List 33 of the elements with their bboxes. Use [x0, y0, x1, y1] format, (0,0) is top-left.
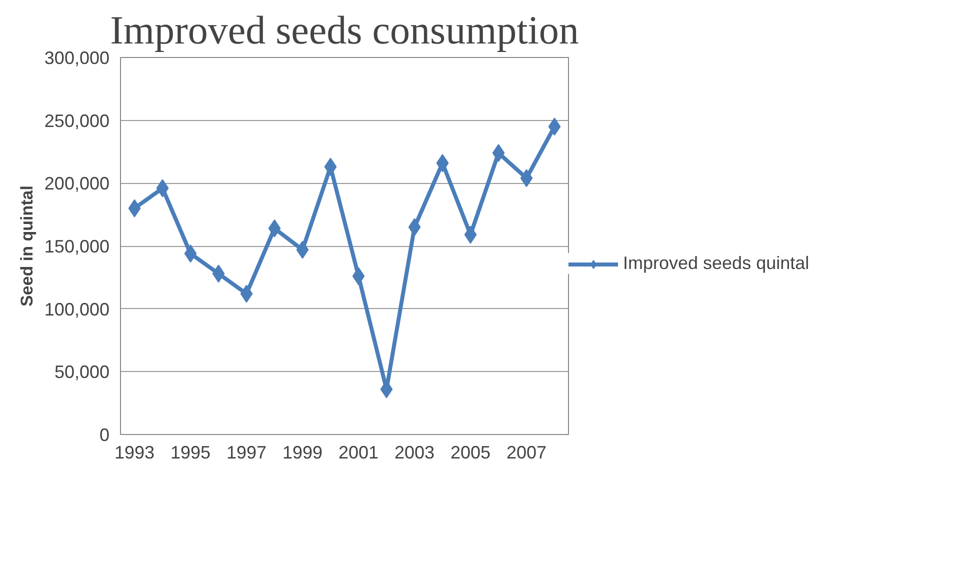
point [156, 179, 169, 198]
y-tick-label: 50,000 [54, 362, 110, 382]
chart-title: Improved seeds consumption [110, 8, 579, 52]
point [240, 284, 253, 303]
x-tick-label: 1993 [114, 442, 155, 462]
point [548, 118, 561, 136]
y-tick-label: 0 [99, 425, 110, 445]
point [268, 219, 281, 238]
x-tick-label: 1997 [226, 442, 267, 462]
point [436, 154, 449, 172]
point [296, 240, 309, 259]
y-tick-label: 250,000 [44, 110, 110, 131]
point [212, 264, 225, 283]
y-tick-label: 300,000 [44, 48, 110, 68]
point [324, 158, 337, 176]
x-tick-label: 2001 [338, 442, 379, 462]
point [408, 218, 421, 236]
x-tick-label: 2005 [450, 442, 491, 462]
y-tick-label: 100,000 [44, 299, 110, 320]
legend-label: Improved seeds quintal [623, 253, 810, 274]
point [128, 199, 141, 218]
point [492, 144, 505, 162]
point [464, 226, 477, 244]
x-tick-label: 2003 [394, 442, 435, 462]
x-tick-label: 2007 [506, 442, 547, 462]
x-tick-label: 1999 [282, 442, 323, 462]
y-axis-title: Seed in quintal [17, 186, 36, 306]
point [352, 267, 365, 286]
point [184, 244, 197, 263]
x-tick-label: 1995 [170, 442, 211, 462]
point [520, 169, 533, 188]
y-tick-label: 150,000 [44, 236, 110, 256]
y-tick-label: 200,000 [44, 174, 110, 194]
